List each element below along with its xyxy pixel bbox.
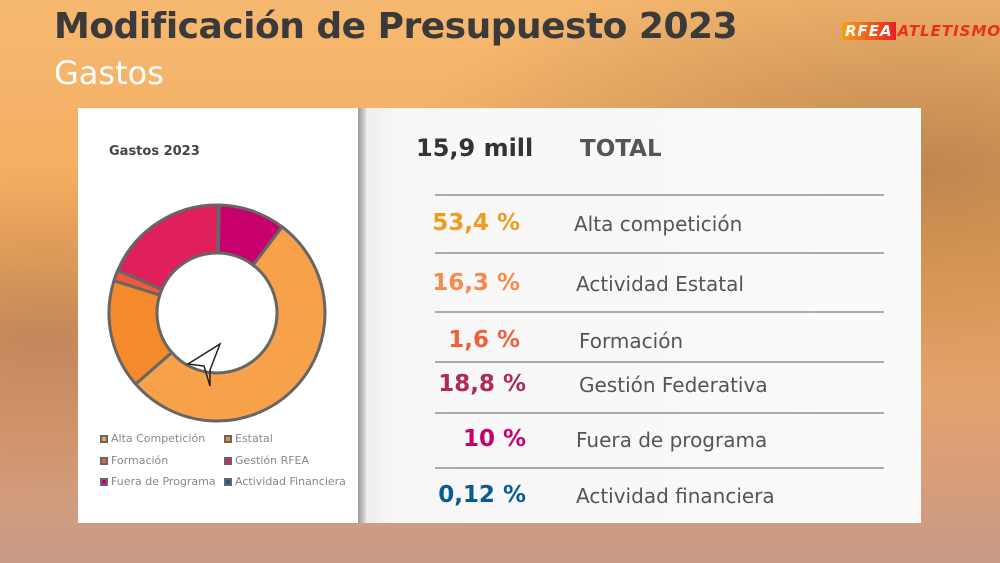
row-divider [435, 252, 884, 254]
row-divider [435, 194, 884, 196]
row-divider [435, 412, 884, 414]
total-label: TOTAL [580, 136, 662, 162]
legend-label: Fuera de Programa [111, 475, 216, 488]
donut-chart [107, 203, 327, 423]
row-divider [435, 311, 884, 313]
row-label: Formación [579, 329, 684, 353]
donut-slice-alta-competici-n [133, 224, 327, 423]
legend-item: Estatal [224, 432, 273, 445]
legend-label: Estatal [235, 432, 273, 445]
row-percentage: 10 % [462, 426, 526, 452]
legend-swatch [100, 457, 108, 465]
row-percentage: 1,6 % [448, 327, 520, 353]
legend-label: Actividad Financiera [235, 475, 346, 488]
legend-item: Fuera de Programa [100, 475, 216, 488]
legend-swatch [100, 435, 108, 443]
summary-panel [362, 108, 921, 523]
divider [358, 108, 366, 523]
paper-plane-icon [185, 342, 222, 387]
legend-swatch [100, 478, 108, 486]
legend-item: Actividad Financiera [224, 475, 346, 488]
content-card: Gastos 2023 Alta Competición Estatal Forma… [78, 108, 921, 523]
legend-label: Gestión RFEA [235, 454, 310, 467]
row-label: Alta competición [574, 212, 743, 236]
row-label: Fuera de programa [576, 428, 768, 452]
row-divider [435, 361, 884, 363]
slide-title: Modificación de Presupuesto 2023 [54, 6, 738, 47]
legend-label: Formación [111, 454, 169, 467]
legend-swatch [224, 457, 232, 465]
row-percentage: 53,4 % [432, 210, 520, 236]
total-value: 15,9 mill [416, 134, 534, 162]
slide-subtitle: Gastos [54, 54, 164, 92]
chart-title: Gastos 2023 [109, 144, 200, 159]
donut-slice-gesti-n-rfea [115, 203, 220, 292]
row-label: Gestión Federativa [579, 373, 768, 397]
rfea-logo: RFEA ATLETISMO [842, 22, 1000, 40]
row-label: Actividad financiera [576, 484, 775, 508]
legend-item: Formación [100, 454, 168, 467]
donut-slice-actividad-financiera [216, 203, 221, 255]
legend-label: Alta Competición [111, 432, 206, 445]
row-divider [435, 467, 884, 469]
legend-item: Gestión RFEA [224, 454, 309, 467]
row-percentage: 18,8 % [438, 371, 526, 397]
legend-swatch [224, 478, 232, 486]
row-percentage: 16,3 % [432, 270, 520, 296]
legend-item: Alta Competición [100, 432, 205, 445]
legend-swatch [224, 435, 232, 443]
row-label: Actividad Estatal [576, 272, 744, 296]
row-percentage: 0,12 % [438, 482, 526, 508]
